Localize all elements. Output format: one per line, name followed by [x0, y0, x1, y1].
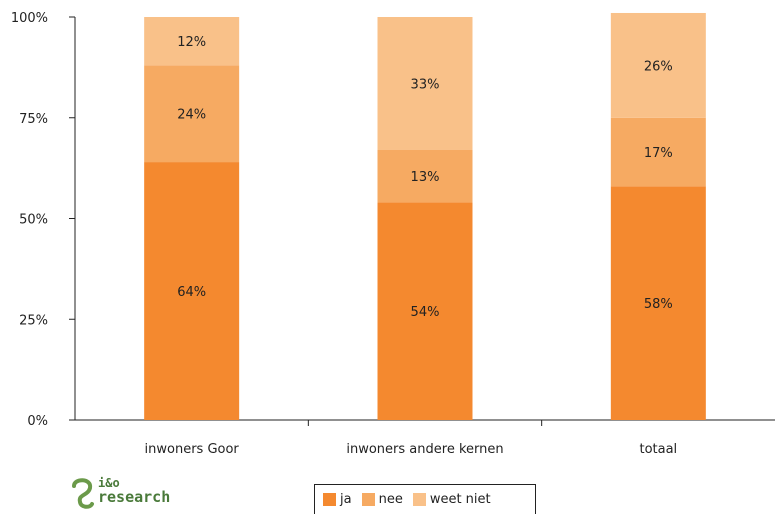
bar-segment — [144, 65, 240, 163]
data-label: 17% — [644, 146, 673, 161]
bar-segment — [610, 12, 706, 118]
data-label: 13% — [411, 170, 440, 185]
y-tick-label: 100% — [11, 11, 48, 26]
data-label: 64% — [177, 285, 206, 300]
bar-segment — [610, 186, 706, 420]
y-tick-label: 0% — [27, 414, 48, 429]
bar-segment — [144, 17, 240, 66]
legend-item: nee — [361, 492, 403, 507]
x-category-label: totaal — [639, 442, 677, 457]
legend-label: ja — [340, 492, 352, 507]
data-label: 33% — [411, 77, 440, 92]
bar-segment — [377, 149, 473, 203]
io-research-logo: i&o research — [68, 476, 188, 512]
y-tick-label: 25% — [19, 313, 48, 328]
legend: ja nee weet niet — [314, 484, 536, 514]
logo-swirl-icon — [72, 478, 94, 509]
legend-item: ja — [323, 492, 352, 507]
legend-label: weet niet — [429, 492, 491, 507]
x-category-label: inwoners andere kernen — [346, 442, 503, 457]
legend-item: weet niet — [412, 492, 491, 507]
bar-segment — [610, 117, 706, 187]
logo-wordmark: i&o research — [98, 476, 171, 506]
y-tick-label: 75% — [19, 112, 48, 127]
legend-swatch — [323, 493, 336, 506]
legend-label: nee — [378, 492, 403, 507]
stacked-bar-chart: 0% 25% 50% 75% 100% inwoners Goor inwoners and… — [11, 11, 775, 457]
data-label: 54% — [411, 305, 440, 320]
legend-swatch — [361, 493, 375, 506]
bar-segment — [377, 202, 473, 420]
legend-swatch — [412, 493, 426, 506]
x-category-label: inwoners Goor — [145, 442, 240, 457]
data-label: 58% — [644, 297, 673, 312]
bars — [144, 12, 706, 420]
data-labels: 64% 24% 12% 54% 13% 33% 58% 17% 26% — [177, 35, 673, 320]
logo-line2: research — [98, 488, 171, 506]
logo-line1: i&o — [98, 476, 120, 490]
bar-segment — [144, 162, 240, 420]
bar-segment — [377, 17, 473, 150]
data-label: 12% — [177, 35, 206, 50]
data-label: 24% — [177, 108, 206, 123]
y-tick-label: 50% — [19, 213, 48, 228]
data-label: 26% — [644, 59, 673, 74]
